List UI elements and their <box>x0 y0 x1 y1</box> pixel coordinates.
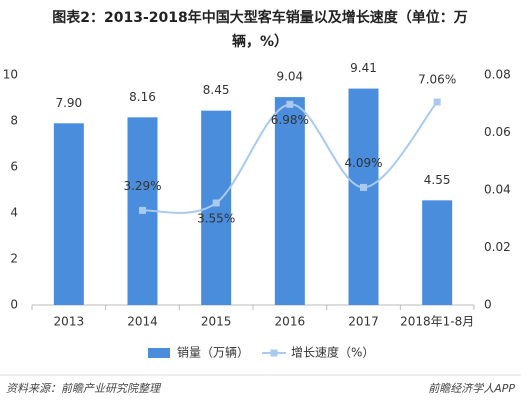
bar-label: 8.16 <box>129 90 156 104</box>
y-tick-label: 2 <box>10 252 18 266</box>
line-label: 7.06% <box>418 73 456 87</box>
bar-label: 8.45 <box>203 83 230 97</box>
legend-swatch <box>148 348 170 358</box>
marker <box>139 206 146 214</box>
y2-tick-label: 0.08 <box>484 68 511 82</box>
line-label: 3.29% <box>123 179 161 193</box>
legend-label: 销量（万辆） <box>177 346 249 360</box>
bar-label: 9.41 <box>350 61 377 75</box>
x-tick-label: 2017 <box>348 315 379 329</box>
bar <box>274 97 305 305</box>
line-label: 4.09% <box>344 156 382 170</box>
source: 资料来源：前瞻产业研究院整理 <box>6 382 162 395</box>
x-tick-label: 2015 <box>201 315 232 329</box>
bar-label: 4.55 <box>424 173 451 187</box>
marker <box>360 183 367 191</box>
y-tick-label: 6 <box>10 160 18 174</box>
chart-title: 辆，%） <box>232 33 288 50</box>
brand: 前瞻经济学人APP <box>428 382 515 395</box>
y-tick-label: 0 <box>10 298 18 312</box>
marker <box>433 98 441 106</box>
x-tick-label: 2016 <box>275 315 306 329</box>
marker <box>212 199 220 207</box>
y-tick-label: 4 <box>10 206 18 220</box>
y2-tick-label: 0.02 <box>484 240 511 254</box>
bar <box>348 88 379 305</box>
y2-tick-label: 0.06 <box>484 125 511 139</box>
bar-label: 7.90 <box>55 96 82 110</box>
bar <box>422 200 453 305</box>
marker <box>286 100 294 108</box>
bar-label: 9.04 <box>276 70 303 84</box>
x-tick-label: 2018年1-8月 <box>400 315 474 329</box>
y-tick-label: 8 <box>10 114 18 128</box>
line-label: 6.98% <box>271 113 309 127</box>
y2-tick-label: 0 <box>484 298 492 312</box>
x-tick-label: 2013 <box>54 315 85 329</box>
bar <box>53 123 84 305</box>
chart-title: 图表2：2013-2018年中国大型客车销量以及增长速度（单位：万 <box>52 9 467 26</box>
x-tick-label: 2014 <box>127 315 158 329</box>
y2-tick-label: 0.04 <box>484 183 511 197</box>
legend-label: 增长速度（%） <box>291 345 374 360</box>
line-label: 3.55% <box>197 211 235 225</box>
y-tick-label: 10 <box>3 68 18 82</box>
legend-swatch <box>270 349 278 357</box>
